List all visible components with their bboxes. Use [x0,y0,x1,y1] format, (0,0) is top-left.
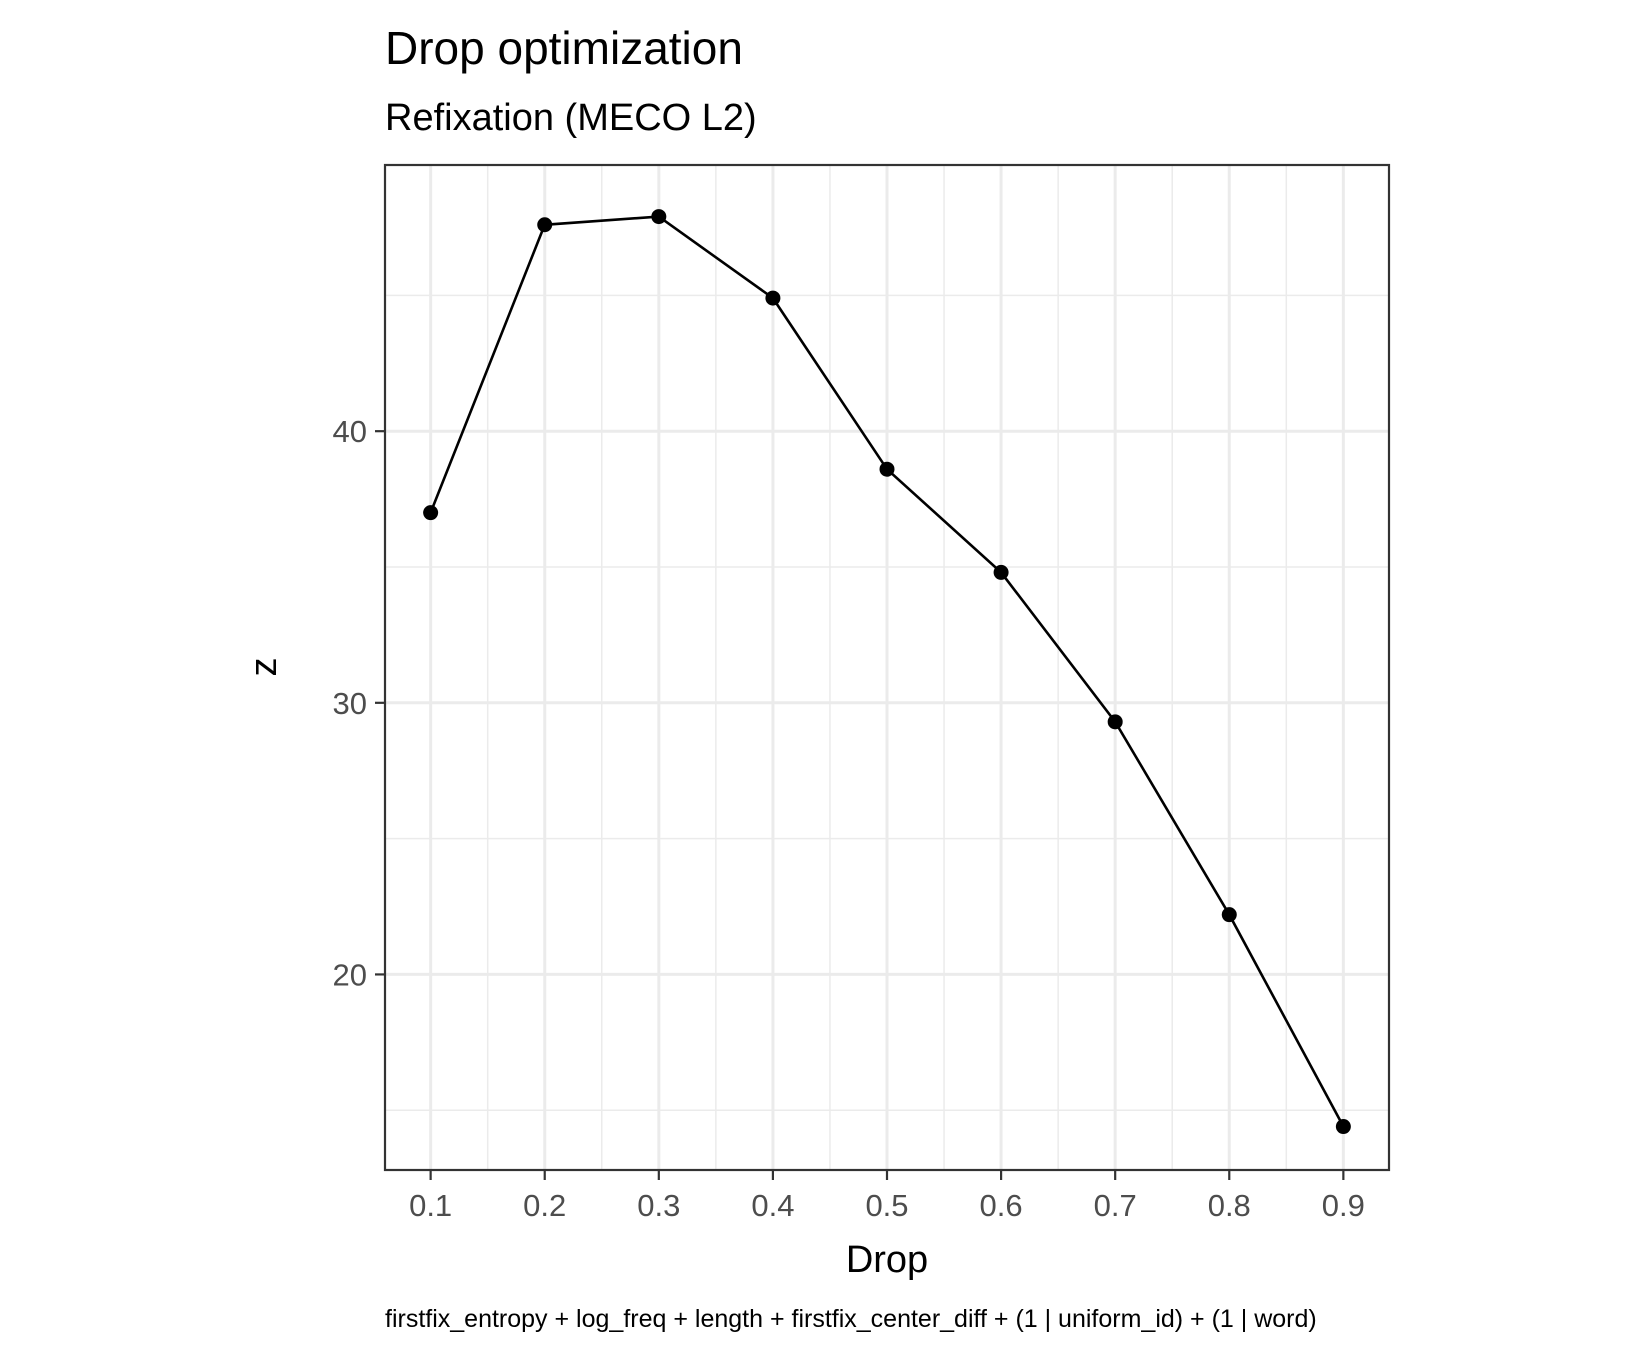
series [423,209,1351,1135]
y-axis-title: z [243,658,285,677]
data-point [1335,1119,1351,1135]
x-tick-label: 0.6 [980,1188,1023,1223]
data-point [993,564,1009,580]
chart-subtitle: Refixation (MECO L2) [385,97,757,139]
x-tick-label: 0.9 [1322,1188,1365,1223]
data-point [651,209,667,225]
x-axis-title: Drop [846,1239,928,1281]
y-tick-label: 20 [333,957,367,992]
x-tick-label: 0.2 [523,1188,566,1223]
grid [385,165,1389,1170]
data-point [765,290,781,306]
chart-title: Drop optimization [385,22,743,74]
data-point [537,217,553,233]
data-point [423,505,439,521]
axis-ticks: 0.1 0.2 0.3 0.4 0.5 0.6 0.7 0.8 0.9 20 30 40 [333,414,1365,1223]
data-point [1221,907,1237,923]
x-tick-label: 0.1 [409,1188,452,1223]
data-point [1107,714,1123,730]
x-tick-label: 0.4 [751,1188,794,1223]
x-tick-label: 0.7 [1094,1188,1137,1223]
x-tick-label: 0.3 [637,1188,680,1223]
x-tick-label: 0.5 [865,1188,908,1223]
y-tick-label: 40 [333,414,367,449]
y-tick-label: 30 [333,686,367,721]
data-point [879,461,895,477]
x-tick-label: 0.8 [1208,1188,1251,1223]
chart-caption: firstfix_entropy + log_freq + length + f… [385,1305,1317,1333]
